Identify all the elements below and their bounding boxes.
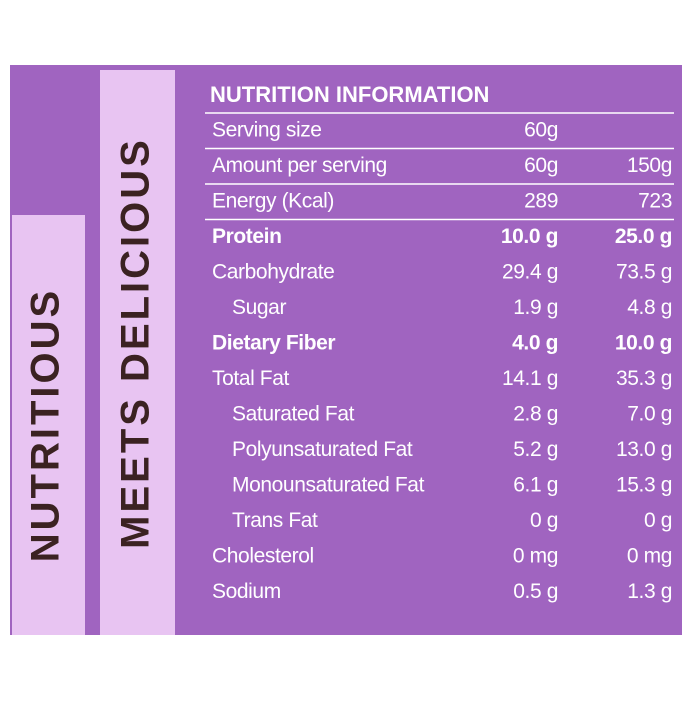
row-value: 15.3 g xyxy=(616,474,672,497)
row-value: 14.1 g xyxy=(502,367,558,390)
row-label: Sugar xyxy=(232,296,286,319)
row-value: 5.2 g xyxy=(513,438,558,461)
row-label: Monounsaturated Fat xyxy=(232,474,425,497)
row-value: 1.9 g xyxy=(513,296,558,319)
row-value: 0 g xyxy=(644,509,672,532)
row-value: 150g xyxy=(627,154,672,177)
row-label: Dietary Fiber xyxy=(212,332,335,355)
row-label: Saturated Fat xyxy=(232,403,355,426)
row-value: 10.0 g xyxy=(501,225,558,248)
row-value: 4.8 g xyxy=(627,296,672,319)
row-label: Cholesterol xyxy=(212,545,314,568)
table: Serving size 60g Amount per serving 60g 150g… xyxy=(205,112,674,603)
row-value: 4.0 g xyxy=(512,332,558,355)
row-value: 0 g xyxy=(530,509,558,532)
row-label: Total Fat xyxy=(212,367,289,390)
row-value: 10.0 g xyxy=(615,332,672,355)
row-value: 2.8 g xyxy=(513,403,558,426)
row-value: 723 xyxy=(638,190,672,213)
row-value: 13.0 g xyxy=(616,438,672,461)
row-value: 29.4 g xyxy=(502,261,558,284)
row-value: 0 mg xyxy=(627,545,672,568)
row-value: 73.5 g xyxy=(616,261,672,284)
row-value: 25.0 g xyxy=(615,225,672,248)
row-value: 60g xyxy=(524,119,558,142)
side-label: NUTRITIOUS xyxy=(24,288,68,562)
row-label: Sodium xyxy=(212,580,281,603)
row-value: 35.3 g xyxy=(616,367,672,390)
row-label: Serving size xyxy=(212,119,322,142)
row-label: Amount per serving xyxy=(212,154,387,177)
row-label: Trans Fat xyxy=(232,509,318,532)
row-value: 60g xyxy=(524,154,558,177)
row-value: 0.5 g xyxy=(513,580,558,603)
row-value: 6.1 g xyxy=(513,474,558,497)
row-label: Polyunsaturated Fat xyxy=(232,438,413,461)
row-label: Energy (Kcal) xyxy=(212,190,334,213)
side-label: MEETS DELICIOUS xyxy=(114,137,158,549)
row-label: Protein xyxy=(212,225,282,248)
table-title: NUTRITION INFORMATION xyxy=(210,82,489,107)
row-label: Carbohydrate xyxy=(212,261,334,284)
side-band xyxy=(12,215,85,635)
row-value: 7.0 g xyxy=(627,403,672,426)
side-band xyxy=(100,70,175,635)
row-value: 1.3 g xyxy=(627,580,672,603)
row-value: 0 mg xyxy=(513,545,558,568)
row-value: 289 xyxy=(524,190,558,213)
